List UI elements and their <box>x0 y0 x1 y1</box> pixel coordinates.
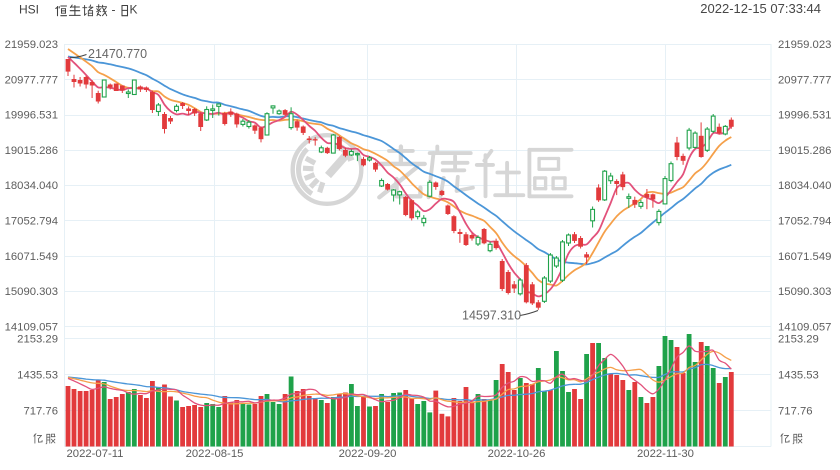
svg-text:18034.040: 18034.040 <box>5 180 58 192</box>
svg-text:19015.286: 19015.286 <box>778 145 831 157</box>
svg-text:2022-10-26: 2022-10-26 <box>488 448 546 460</box>
svg-text:21959.023: 21959.023 <box>778 39 831 51</box>
svg-text:17052.794: 17052.794 <box>5 216 58 228</box>
svg-text:14109.057: 14109.057 <box>778 321 831 333</box>
svg-text:1435.53: 1435.53 <box>17 370 58 382</box>
svg-text:16071.549: 16071.549 <box>5 251 58 263</box>
svg-text:15090.303: 15090.303 <box>778 286 831 298</box>
svg-text:2153.29: 2153.29 <box>778 334 819 346</box>
svg-text:2022-12-15 07:33:44: 2022-12-15 07:33:44 <box>700 1 821 16</box>
svg-text:717.76: 717.76 <box>23 406 58 418</box>
svg-text:HSI: HSI <box>19 3 39 17</box>
svg-text:19996.531: 19996.531 <box>5 110 58 122</box>
svg-text:19996.531: 19996.531 <box>778 110 831 122</box>
svg-text:16071.549: 16071.549 <box>778 251 831 263</box>
svg-text:2022-11-30: 2022-11-30 <box>637 448 694 460</box>
svg-text:2153.29: 2153.29 <box>17 334 58 346</box>
svg-text:18034.040: 18034.040 <box>778 180 831 192</box>
svg-text:K: K <box>130 3 138 17</box>
svg-text:21470.770: 21470.770 <box>88 47 147 61</box>
svg-text:717.76: 717.76 <box>778 406 813 418</box>
svg-text:15090.303: 15090.303 <box>5 286 58 298</box>
svg-text:17052.794: 17052.794 <box>778 216 831 228</box>
svg-text:1435.53: 1435.53 <box>778 370 819 382</box>
svg-text:21959.023: 21959.023 <box>5 39 58 51</box>
svg-text:2022-07-11: 2022-07-11 <box>67 448 124 460</box>
svg-text:20977.777: 20977.777 <box>778 74 831 86</box>
svg-text:20977.777: 20977.777 <box>5 74 58 86</box>
svg-text:19015.286: 19015.286 <box>5 145 58 157</box>
svg-text:2022-09-20: 2022-09-20 <box>339 448 397 460</box>
svg-text:14597.310: 14597.310 <box>462 309 521 323</box>
svg-text:2022-08-15: 2022-08-15 <box>186 448 244 460</box>
svg-text:-: - <box>112 3 116 17</box>
svg-text:14109.057: 14109.057 <box>5 321 58 333</box>
